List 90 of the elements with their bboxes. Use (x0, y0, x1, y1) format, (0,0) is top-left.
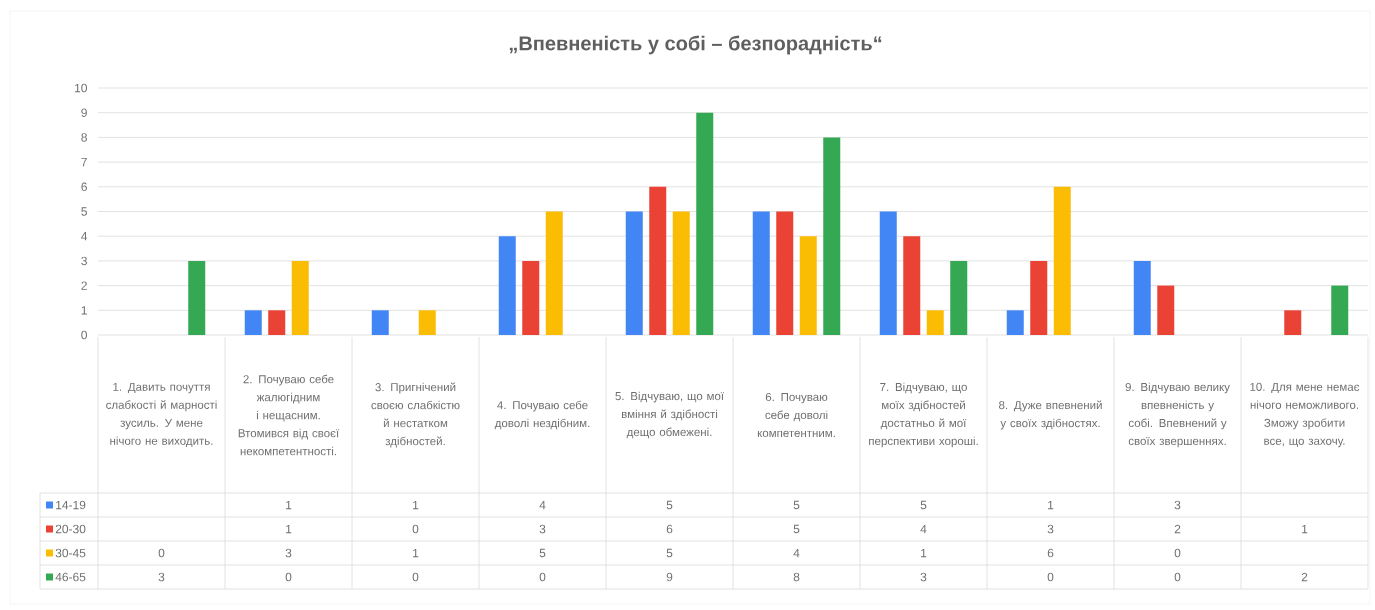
x-tick-label: 6. Почуваю себе доволі компетентним. (757, 392, 835, 438)
bar (545, 211, 563, 335)
bar (188, 260, 206, 335)
data-label: 4 (920, 524, 927, 534)
y-tick-label: 6 (81, 182, 87, 192)
data-label: 1 (921, 548, 927, 558)
data-label: 1 (413, 500, 419, 510)
data-label: 0 (412, 572, 419, 582)
bar (1006, 310, 1024, 335)
data-label: 0 (1047, 572, 1054, 582)
data-label: 3 (285, 548, 292, 558)
data-label: 2 (1174, 524, 1181, 534)
x-tick-label: 5. Відчуваю, що мої вміння й здібності дещо обмежені. (615, 391, 724, 439)
data-label: 4 (539, 500, 546, 510)
x-tick-label: 3. Пригнічений своєю слабкістю й нестатком здібностей. (371, 382, 460, 448)
bar (1133, 260, 1151, 335)
bar (649, 186, 667, 335)
x-tick-label: 4. Почуваю себе доволі нездібним. (494, 400, 590, 430)
data-label: 5 (793, 500, 800, 510)
x-tick-label: 9. Відчуваю велику впевненість у собі. Впевнений у своїх звершеннях. (1125, 382, 1230, 448)
data-label: 5 (539, 548, 546, 558)
bar (268, 310, 286, 335)
bar (1053, 186, 1071, 335)
data-label: 3 (158, 572, 165, 582)
bar (244, 310, 262, 335)
bar (291, 260, 309, 335)
x-tick-label: 8. Дуже впевнений у своїх здібностях. (999, 400, 1102, 430)
bar (1157, 285, 1175, 335)
data-label: 3 (539, 524, 546, 534)
data-label: 5 (793, 524, 800, 534)
data-label: 1 (286, 500, 292, 510)
data-label: 6 (1047, 548, 1054, 558)
data-label: 0 (158, 548, 165, 558)
bar (879, 211, 897, 335)
data-label: 5 (666, 548, 673, 558)
data-label: 9 (666, 572, 673, 582)
y-tick-label: 2 (81, 281, 87, 290)
bar (950, 260, 968, 335)
bar (498, 236, 516, 335)
y-tick-label: 4 (81, 232, 88, 241)
bar (799, 236, 817, 335)
bar (752, 211, 770, 335)
x-tick-label: 7. Відчуваю, що моїх здібностей достатньо й мої перспективи хороші. (869, 382, 978, 448)
x-tick-label: 2. Почуваю себе жалюгідним і нещасним. Втомився від своєї некомпетентності. (238, 374, 340, 456)
bar (823, 137, 841, 335)
data-label: 3 (920, 572, 927, 582)
data-label: 5 (666, 500, 673, 510)
data-label: 3 (1174, 500, 1181, 510)
data-label: 6 (666, 524, 673, 534)
bar (1030, 260, 1048, 335)
data-label: 2 (1301, 572, 1308, 582)
x-tick-label: 10. Для мене немає нічого неможливого. Зможу зробити все, що захочу. (1250, 382, 1360, 448)
bar (625, 211, 643, 335)
data-label: 1 (413, 548, 419, 558)
bar (672, 211, 690, 335)
data-label: 0 (285, 572, 292, 582)
bar (1331, 285, 1349, 335)
data-label: 0 (1174, 548, 1181, 558)
bar (776, 211, 794, 335)
data-label: 1 (1302, 524, 1308, 534)
data-label: 0 (539, 572, 546, 582)
data-label: 4 (793, 548, 800, 558)
bar (371, 310, 389, 335)
data-label: 8 (793, 572, 800, 582)
y-tick-label: 1 (81, 306, 87, 315)
legend-label: 20-30 (55, 524, 86, 534)
data-label: 0 (1174, 572, 1181, 582)
chart-title: „Впевненість у собі – безпорадність“ (509, 35, 882, 55)
bar (1284, 310, 1302, 335)
y-tick-label: 8 (81, 133, 87, 142)
data-label: 5 (920, 500, 927, 510)
legend-label: 14-19 (56, 500, 86, 510)
bar (418, 310, 436, 335)
data-label: 0 (412, 524, 419, 534)
data-label: 1 (1048, 500, 1054, 510)
y-tick-label: 5 (81, 207, 87, 216)
bar (696, 112, 714, 335)
data-label: 1 (286, 524, 292, 534)
x-tick-label: 1. Давить почуття слабкості й марності зусиль. У мене нічого не виходить. (106, 382, 217, 448)
bar (903, 236, 921, 335)
data-label: 3 (1047, 524, 1054, 534)
y-tick-label: 9 (81, 108, 87, 117)
bar (926, 310, 944, 335)
legend-label: 46-65 (55, 572, 86, 582)
bar (522, 260, 540, 335)
y-tick-label: 3 (81, 256, 87, 266)
y-tick-label: 0 (81, 330, 88, 340)
legend-label: 30-45 (55, 548, 86, 558)
y-tick-label: 7 (81, 157, 87, 167)
y-tick-label: 10 (75, 83, 87, 93)
